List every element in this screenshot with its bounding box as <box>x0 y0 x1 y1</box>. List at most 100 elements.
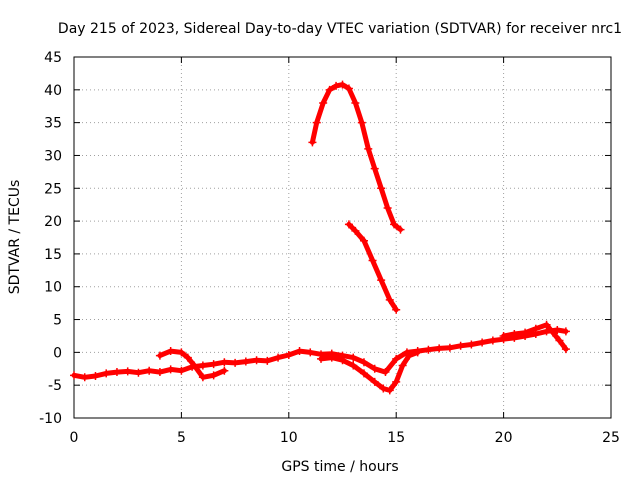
x-tick-label: 5 <box>177 430 186 446</box>
x-tick-label: 0 <box>70 430 79 446</box>
data-point <box>198 361 207 370</box>
data-point <box>338 80 347 89</box>
data-point <box>306 348 315 357</box>
y-tick-label: 40 <box>44 83 62 99</box>
data-point <box>177 366 186 375</box>
data-point <box>295 347 304 356</box>
data-point <box>396 225 405 234</box>
data-point <box>332 81 341 90</box>
data-point <box>349 361 358 370</box>
data-point <box>317 354 326 363</box>
data-point <box>549 328 558 337</box>
data-point <box>531 324 540 333</box>
data-series <box>70 80 570 395</box>
data-point <box>327 353 336 362</box>
data-point <box>349 353 358 362</box>
data-point <box>102 369 111 378</box>
data-point <box>467 340 476 349</box>
data-point <box>177 348 186 357</box>
y-tick-label: 20 <box>44 214 62 230</box>
data-point <box>561 345 570 354</box>
data-point <box>308 138 317 147</box>
data-point <box>145 366 154 375</box>
data-point <box>357 118 366 127</box>
data-point <box>325 85 334 94</box>
data-point <box>319 98 328 107</box>
x-axis-label: GPS time / hours <box>281 459 398 475</box>
data-point <box>379 384 388 393</box>
data-point <box>209 371 218 380</box>
data-point <box>392 305 401 314</box>
data-point <box>377 184 386 193</box>
data-point <box>263 356 272 365</box>
data-point <box>190 361 199 370</box>
data-point <box>338 356 347 365</box>
data-point <box>478 338 487 347</box>
y-tick-label: -5 <box>48 378 62 394</box>
y-tick-label: -10 <box>39 411 62 427</box>
data-point <box>166 347 175 356</box>
data-point <box>381 368 390 377</box>
data-point <box>312 118 321 127</box>
data-point <box>385 295 394 304</box>
data-point <box>155 368 164 377</box>
data-point <box>112 368 121 377</box>
x-tick-label: 15 <box>387 430 405 446</box>
data-point <box>553 326 562 335</box>
y-tick-label: 15 <box>44 247 62 263</box>
data-point <box>344 84 353 93</box>
data-point <box>220 358 229 367</box>
x-tick-label: 10 <box>280 430 298 446</box>
data-point <box>370 364 379 373</box>
data-point <box>377 276 386 285</box>
plot-frame <box>73 56 612 419</box>
data-point <box>456 341 465 350</box>
x-tick-label: 25 <box>602 430 620 446</box>
data-point <box>91 371 100 380</box>
data-point <box>155 351 164 360</box>
data-point <box>70 371 78 380</box>
data-point <box>231 358 240 367</box>
y-tick-label: 10 <box>44 280 62 296</box>
data-point <box>555 336 564 345</box>
data-point <box>488 336 497 345</box>
data-point <box>392 354 401 363</box>
y-tick-label: 35 <box>44 116 62 132</box>
data-point <box>413 348 422 357</box>
data-point <box>521 328 530 337</box>
y-tick-label: 5 <box>53 313 62 329</box>
data-point <box>274 353 283 362</box>
y-tick-label: 30 <box>44 148 62 164</box>
data-point <box>359 236 368 245</box>
chart-title: Day 215 of 2023, Sidereal Day-to-day VTE… <box>58 21 622 37</box>
data-point <box>398 361 407 370</box>
x-tick-label: 20 <box>495 430 513 446</box>
data-point <box>351 98 360 107</box>
y-tick-label: 0 <box>53 345 62 361</box>
data-point <box>370 164 379 173</box>
data-point <box>80 373 89 382</box>
data-point <box>370 377 379 386</box>
data-point <box>445 343 454 352</box>
data-point <box>405 351 414 360</box>
data-point <box>209 360 218 369</box>
data-point <box>542 320 551 329</box>
data-point <box>351 226 360 235</box>
data-point <box>424 345 433 354</box>
data-point <box>499 331 508 340</box>
data-point <box>183 353 192 362</box>
data-point <box>220 366 229 375</box>
y-axis-label: SDTVAR / TECUs <box>7 180 23 295</box>
data-point <box>390 220 399 229</box>
data-point <box>364 144 373 153</box>
data-point <box>134 368 143 377</box>
data-point <box>123 367 132 376</box>
data-point <box>241 357 250 366</box>
data-point <box>359 358 368 367</box>
y-tick-label: 45 <box>44 50 62 66</box>
data-point <box>383 203 392 212</box>
data-point <box>561 327 570 336</box>
data-point <box>344 220 353 229</box>
data-point <box>510 329 519 338</box>
